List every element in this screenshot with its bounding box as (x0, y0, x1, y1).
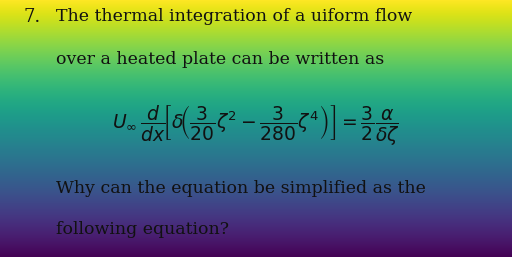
Text: following equation?: following equation? (56, 221, 229, 238)
Text: The thermal integration of a uiform flow: The thermal integration of a uiform flow (56, 8, 413, 25)
Text: over a heated plate can be written as: over a heated plate can be written as (56, 51, 385, 68)
Text: $U_{\infty}\,\dfrac{d}{dx}\!\left[\delta\!\left(\dfrac{3}{20}\zeta^{2} - \dfrac{: $U_{\infty}\,\dfrac{d}{dx}\!\left[\delta… (112, 103, 400, 147)
Text: 7.: 7. (23, 8, 40, 26)
Text: Why can the equation be simplified as the: Why can the equation be simplified as th… (56, 180, 426, 197)
